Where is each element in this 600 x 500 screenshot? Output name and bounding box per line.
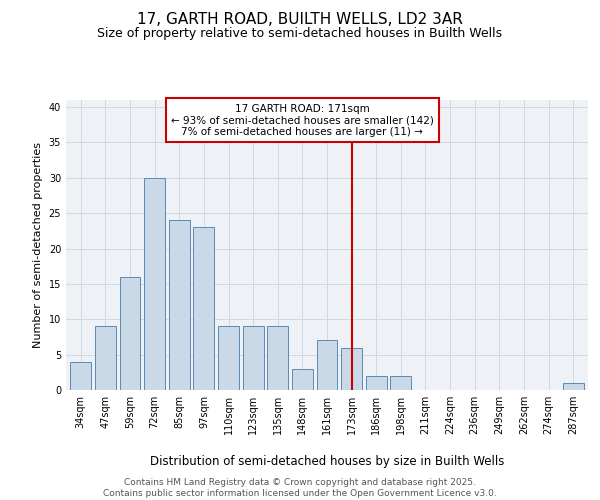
Text: Distribution of semi-detached houses by size in Builth Wells: Distribution of semi-detached houses by … xyxy=(150,454,504,468)
Text: Contains HM Land Registry data © Crown copyright and database right 2025.
Contai: Contains HM Land Registry data © Crown c… xyxy=(103,478,497,498)
Bar xyxy=(317,340,337,390)
Bar xyxy=(169,220,190,390)
Text: 17, GARTH ROAD, BUILTH WELLS, LD2 3AR: 17, GARTH ROAD, BUILTH WELLS, LD2 3AR xyxy=(137,12,463,28)
Bar xyxy=(144,178,165,390)
Bar xyxy=(292,369,313,390)
Text: 17 GARTH ROAD: 171sqm
← 93% of semi-detached houses are smaller (142)
7% of semi: 17 GARTH ROAD: 171sqm ← 93% of semi-deta… xyxy=(171,104,434,136)
Bar xyxy=(95,326,116,390)
Bar xyxy=(70,362,91,390)
Bar xyxy=(563,383,584,390)
Bar xyxy=(341,348,362,390)
Bar xyxy=(193,228,214,390)
Text: Size of property relative to semi-detached houses in Builth Wells: Size of property relative to semi-detach… xyxy=(97,28,503,40)
Bar xyxy=(391,376,412,390)
Bar xyxy=(267,326,288,390)
Bar xyxy=(218,326,239,390)
Y-axis label: Number of semi-detached properties: Number of semi-detached properties xyxy=(33,142,43,348)
Bar xyxy=(119,277,140,390)
Bar xyxy=(242,326,263,390)
Bar xyxy=(366,376,387,390)
